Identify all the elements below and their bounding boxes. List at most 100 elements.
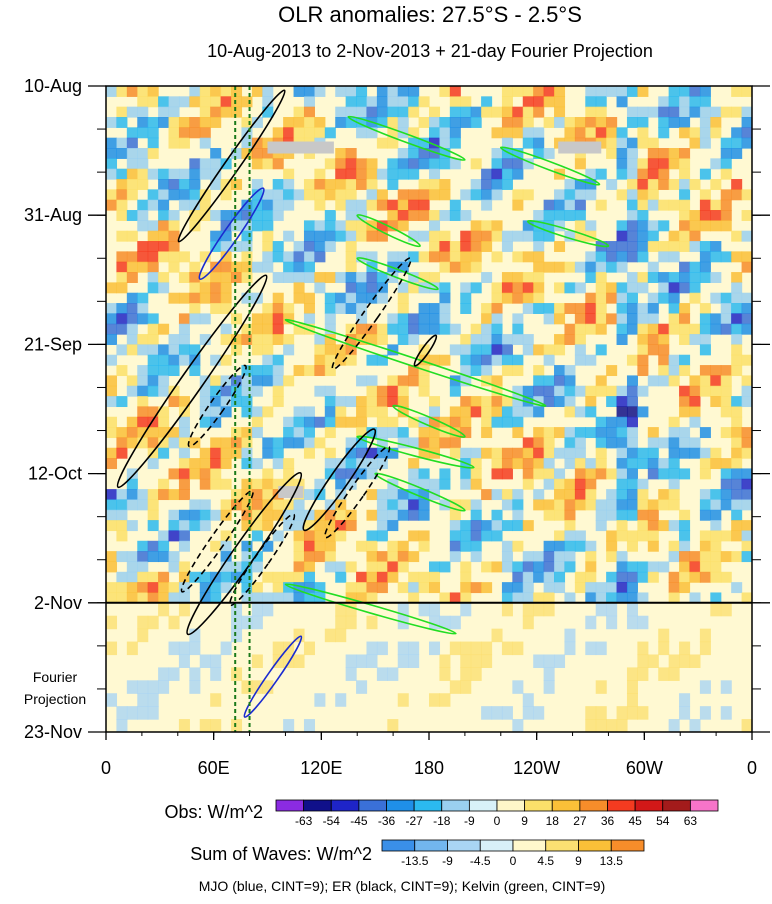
field-cell [658, 489, 670, 501]
field-cell [262, 592, 274, 604]
projection-cell [533, 654, 545, 668]
field-cell [658, 199, 670, 211]
field-cell [314, 220, 326, 232]
field-cell [626, 458, 638, 470]
field-cell [647, 437, 659, 449]
field-cell [126, 416, 138, 428]
field-cell [658, 468, 670, 480]
field-cell [199, 416, 211, 428]
field-cell [376, 323, 388, 335]
projection-cell [293, 628, 305, 643]
field-cell [626, 489, 638, 501]
field-cell [241, 365, 253, 377]
field-cell [543, 96, 555, 108]
field-cell [616, 313, 628, 325]
field-cell [460, 251, 472, 263]
field-cell [741, 468, 752, 480]
projection-cell [720, 680, 732, 694]
field-cell [439, 127, 451, 139]
field-cell [470, 251, 482, 263]
projection-label: Fourier Projection [24, 669, 86, 707]
field-cell [512, 251, 524, 263]
field-cell [178, 530, 190, 542]
field-cell [647, 179, 659, 190]
field-cell [376, 416, 388, 428]
field-cell [397, 251, 409, 263]
field-cell [616, 168, 628, 180]
field-cell [460, 571, 472, 583]
field-cell [376, 437, 388, 449]
field-cell [293, 571, 305, 583]
field-cell [720, 551, 732, 563]
field-cell [491, 385, 503, 397]
field-cell [470, 406, 482, 418]
field-cell [366, 323, 378, 335]
field-cell [460, 396, 472, 408]
field-cell [626, 106, 638, 118]
field-cell [168, 530, 180, 542]
field-cell [731, 396, 743, 408]
field-cell [533, 148, 545, 159]
field-cell [241, 292, 253, 304]
field-cell [106, 489, 118, 501]
field-cell [116, 437, 128, 449]
field-cell [543, 261, 555, 273]
field-cell [178, 334, 190, 345]
field-cell [637, 458, 649, 470]
field-cell [606, 551, 618, 563]
field-cell [231, 447, 243, 459]
field-cell [699, 199, 711, 211]
field-cell [710, 561, 722, 573]
field-cell [449, 437, 461, 449]
colorbar-swatch [358, 799, 387, 812]
projection-cell [408, 641, 420, 656]
field-cell [429, 416, 441, 428]
field-cell [387, 106, 399, 118]
field-cell [116, 86, 128, 97]
field-cell [126, 520, 138, 532]
field-cell [574, 323, 586, 335]
field-cell [397, 220, 409, 232]
field-cell [679, 241, 691, 252]
er-wave-contour [331, 257, 412, 371]
field-cell [720, 323, 732, 335]
field-cell [637, 220, 649, 232]
field-cell [335, 561, 347, 573]
field-cell [158, 354, 170, 366]
footer-note: MJO (blue, CINT=9); ER (black, CINT=9); … [199, 878, 606, 894]
field-cell [147, 137, 159, 149]
field-cell [689, 261, 701, 273]
field-cell [574, 571, 586, 583]
field-cell [147, 489, 159, 501]
field-cell [397, 210, 409, 221]
field-cell [637, 303, 649, 314]
field-cell [731, 230, 743, 242]
field-cell [168, 427, 180, 439]
field-cell [741, 478, 752, 490]
field-cell [335, 478, 347, 490]
field-cell [345, 520, 357, 532]
field-cell [637, 447, 649, 459]
field-cell [314, 365, 326, 377]
field-cell [522, 230, 534, 242]
field-cell [710, 179, 722, 190]
field-cell [147, 251, 159, 263]
field-cell [501, 282, 513, 294]
field-cell [647, 499, 659, 511]
field-cell [397, 582, 409, 594]
field-cell [637, 571, 649, 583]
field-cell [658, 148, 670, 159]
field-cell [126, 427, 138, 439]
field-cell [335, 189, 347, 201]
field-cell [501, 416, 513, 428]
field-cell [387, 499, 399, 511]
field-cell [408, 230, 420, 242]
field-cell [168, 354, 180, 366]
field-cell [533, 468, 545, 480]
field-cell [376, 230, 388, 242]
field-cell [429, 148, 441, 159]
field-cell [324, 323, 336, 335]
field-cell [210, 168, 222, 180]
field-cell [303, 179, 315, 190]
